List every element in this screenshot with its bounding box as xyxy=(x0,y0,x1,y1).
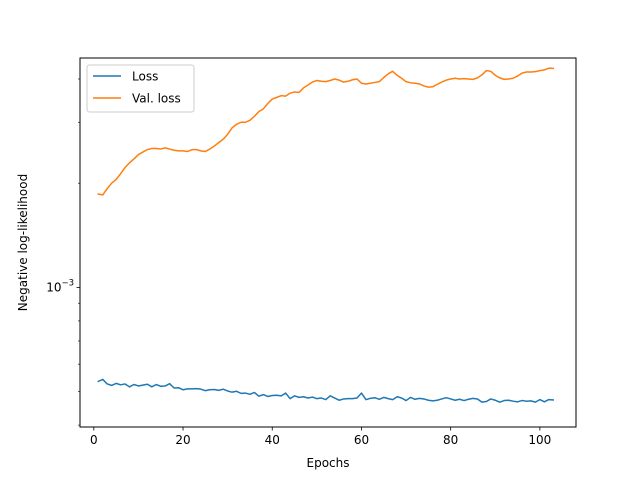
x-tick-label: 60 xyxy=(354,433,369,447)
x-tick-label: 20 xyxy=(175,433,190,447)
series-line-loss xyxy=(97,378,555,403)
series-line-val-loss xyxy=(97,67,555,196)
x-tick-label: 0 xyxy=(90,433,98,447)
x-axis-label: Epochs xyxy=(307,456,350,470)
x-axis-ticks: 0 20 40 60 80 100 xyxy=(90,427,551,447)
x-tick-label: 40 xyxy=(265,433,280,447)
x-tick-label: 100 xyxy=(528,433,551,447)
legend-label: Val. loss xyxy=(132,92,181,106)
legend-label: Loss xyxy=(132,70,158,84)
series-lines xyxy=(97,67,555,403)
x-tick-label: 80 xyxy=(443,433,458,447)
y-axis-ticks: 10−3 xyxy=(46,78,80,426)
plot-frame xyxy=(79,57,577,428)
legend: Loss Val. loss xyxy=(86,64,195,113)
y-axis-label: Negative log-likelihood xyxy=(16,174,30,311)
y-tick-label: 10−3 xyxy=(46,278,74,294)
